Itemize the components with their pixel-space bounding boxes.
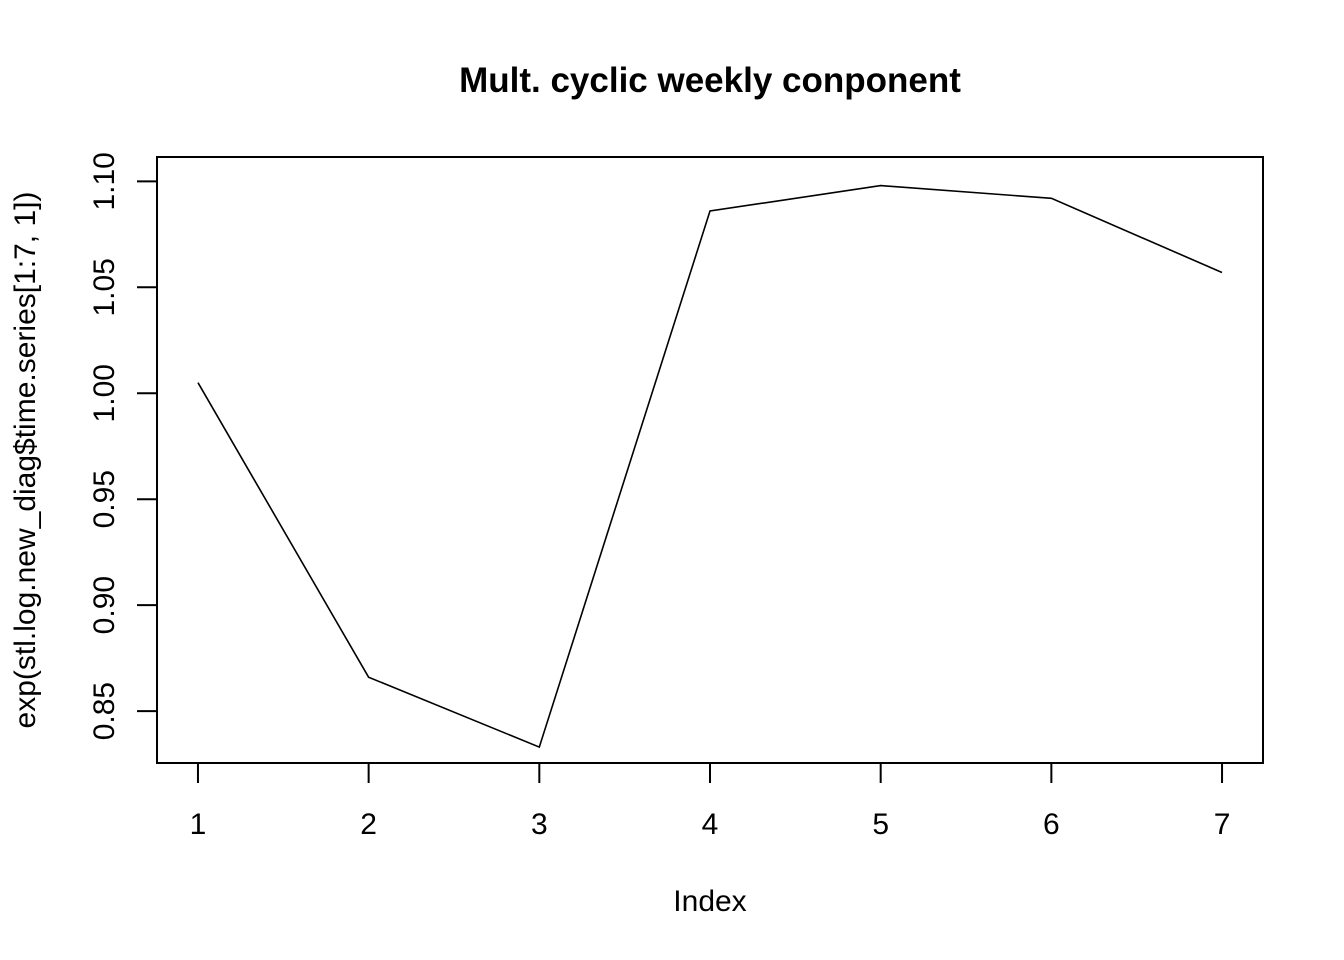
series-line (197, 184, 1223, 749)
x-tick-label: 3 (531, 808, 548, 841)
y-tick-label: 0.95 (88, 470, 121, 528)
x-tick-label: 7 (1214, 808, 1231, 841)
series-group (197, 184, 1223, 749)
x-tick-label: 4 (702, 808, 719, 841)
x-axis: 1 2 3 4 5 6 7 (190, 763, 1231, 841)
y-axis: 0.85 0.90 0.95 1.00 1.05 1.10 (88, 152, 157, 740)
y-axis-label: exp(stl.log.new_diag$time.series[1:7, 1]… (9, 192, 42, 729)
y-tick-label: 0.85 (88, 682, 121, 740)
y-tick-label: 0.90 (88, 576, 121, 634)
x-tick-label: 5 (872, 808, 889, 841)
y-tick-label: 1.10 (88, 152, 121, 210)
x-tick-label: 2 (360, 808, 377, 841)
y-tick-label: 1.00 (88, 364, 121, 422)
x-tick-label: 1 (190, 808, 207, 841)
x-axis-label: Index (673, 885, 746, 918)
plot-area-frame (156, 156, 1264, 764)
y-tick-label: 1.05 (88, 258, 121, 316)
chart-title: Mult. cyclic weekly conponent (459, 61, 961, 100)
x-tick-label: 6 (1043, 808, 1060, 841)
